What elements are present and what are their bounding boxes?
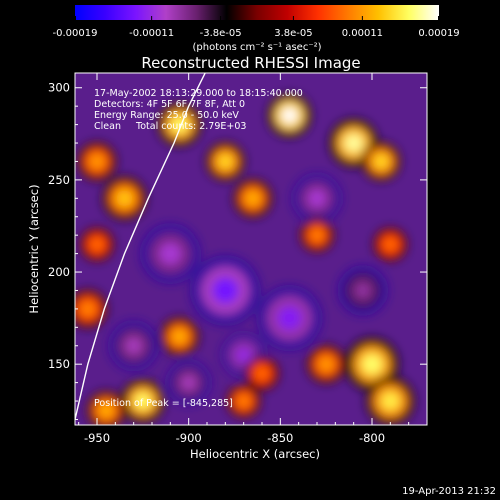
bright-source-core — [281, 107, 298, 124]
plot-area — [75, 73, 427, 425]
bright-source-core — [172, 329, 187, 344]
dark-source-core — [307, 189, 327, 208]
dark-source-core — [159, 242, 182, 265]
colorbar-tick-label: -0.00019 — [53, 28, 98, 39]
observation-time-label: 17-May-2002 18:13:29.000 to 18:15:40.000 — [94, 88, 303, 99]
axis-ticks: -950 -900 -850 -800 150 200 250 300 — [48, 73, 428, 445]
colorbar-tick-label: 0.00019 — [418, 28, 459, 39]
bright-source-core — [237, 394, 251, 408]
x-axis-label: Heliocentric X (arcsec) — [190, 447, 320, 461]
bright-source-core — [116, 190, 133, 207]
clean-total-counts-label: Clean Total counts: 2.79E+03 — [94, 121, 246, 132]
energy-range-label: Energy Range: 25.0 - 50.0 keV — [94, 110, 239, 121]
bright-source-core — [310, 228, 324, 242]
bright-source-core — [89, 154, 105, 169]
x-tick-label: -850 — [267, 431, 293, 445]
chart-title: Reconstructed RHESSI Image — [141, 54, 360, 72]
detectors-label: Detectors: 4F 5F 6F 7F 8F, Att 0 — [94, 99, 245, 110]
colorbar-gradient — [75, 5, 439, 20]
colorbar-ticks: -0.00019 -0.00011 -3.8e-05 3.8e-05 0.00011 0.… — [53, 16, 460, 39]
bright-source-core — [344, 133, 363, 153]
bright-source-core — [218, 154, 233, 169]
y-tick-label: 250 — [48, 173, 70, 187]
bright-source-core — [245, 190, 261, 206]
y-tick-label: 200 — [48, 265, 70, 279]
footer-timestamp: 19-Apr-2013 21:32 — [402, 486, 496, 497]
x-tick-label: -800 — [359, 431, 385, 445]
y-tick-label: 150 — [48, 357, 70, 371]
dark-source-core — [353, 281, 373, 300]
colorbar-units-label: (photons cm⁻² s⁻¹ asec⁻²) — [192, 42, 321, 53]
dark-source-core — [124, 336, 143, 355]
dark-source-core — [235, 346, 252, 364]
bright-source-core — [80, 301, 96, 317]
colorbar-tick-label: 3.8e-05 — [274, 28, 312, 39]
peak-position-label: Position of Peak = [-845,285] — [94, 398, 233, 409]
bright-source-core — [98, 402, 114, 418]
colorbar: -0.00019 -0.00011 -3.8e-05 3.8e-05 0.00011 0.… — [53, 5, 460, 53]
bright-source-core — [381, 391, 400, 411]
x-tick-label: -900 — [176, 431, 202, 445]
colorbar-tick-label: -3.8e-05 — [200, 28, 242, 39]
bright-source-core — [90, 237, 104, 251]
plot-frame — [74, 72, 428, 426]
bright-source-core — [361, 354, 383, 375]
heatmap-layer — [75, 93, 416, 425]
y-tick-label: 300 — [48, 81, 70, 95]
dark-source-core — [180, 374, 197, 391]
bright-source-core — [373, 154, 389, 169]
annotation-block: 17-May-2002 18:13:29.000 to 18:15:40.000… — [94, 88, 303, 132]
x-tick-label: -950 — [84, 431, 110, 445]
bright-source-core — [318, 356, 334, 372]
dark-source-core — [277, 306, 302, 331]
solar-limb-curve — [75, 73, 206, 420]
dark-source-core — [212, 277, 239, 304]
colorbar-tick-label: -0.00011 — [129, 28, 174, 39]
bright-source-core — [134, 392, 152, 410]
bright-source-core — [383, 237, 397, 251]
y-axis-label: Heliocentric Y (arcsec) — [27, 184, 41, 313]
bright-source-core — [255, 366, 269, 380]
colorbar-tick-label: 0.00011 — [342, 28, 383, 39]
